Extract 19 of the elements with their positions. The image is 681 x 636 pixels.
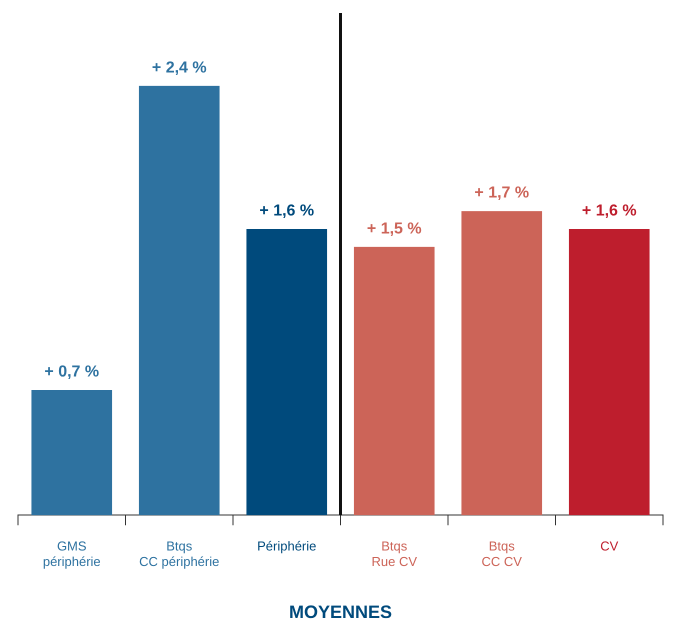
- data-label: + 0,7 %: [44, 363, 100, 380]
- x-tick-label: Btqs Rue CV: [371, 538, 418, 570]
- x-tick-label: CV: [600, 538, 619, 554]
- x-tick-label: Btqs CC périphérie: [139, 538, 220, 570]
- data-label: + 1,6 %: [582, 202, 637, 220]
- bar: [31, 390, 112, 516]
- x-tick-label: Btqs CC CV: [482, 538, 522, 570]
- data-label: + 1,6 %: [259, 202, 314, 220]
- bar: [461, 211, 542, 516]
- data-label: + 1,7 %: [474, 184, 530, 202]
- data-label: + 2,4 %: [152, 59, 207, 76]
- x-tick-label: GMS périphérie: [42, 538, 101, 570]
- bar: [246, 228, 328, 516]
- bar: [568, 228, 650, 516]
- x-tick-label: Périphérie: [257, 538, 316, 554]
- x-axis-title: MOYENNES: [288, 602, 392, 622]
- bar: [138, 86, 220, 516]
- bar: [354, 246, 435, 516]
- data-label: + 1,5 %: [366, 220, 422, 238]
